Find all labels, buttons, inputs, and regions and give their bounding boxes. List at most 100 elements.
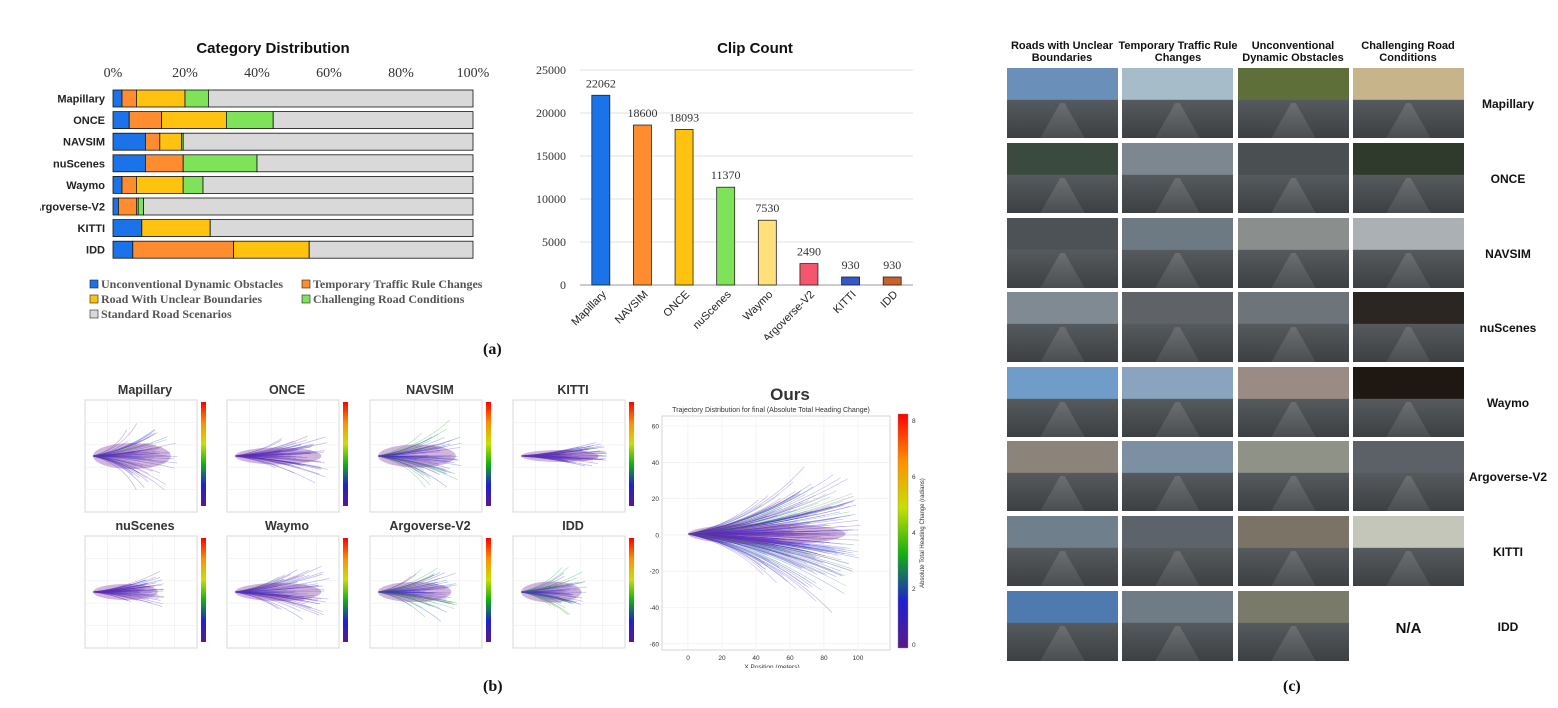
trajectory-line <box>377 455 459 461</box>
trajectory-line <box>92 585 142 593</box>
trajectory-line <box>92 584 147 593</box>
trajectory-line <box>520 447 599 457</box>
road-shape <box>1271 402 1316 437</box>
trajectory-line <box>92 583 164 593</box>
trajectory-line <box>687 533 836 552</box>
trajectory-line <box>520 455 603 461</box>
trajectory-line <box>377 591 443 594</box>
trajectory-line <box>687 533 853 554</box>
road-shape <box>1271 103 1316 138</box>
trajectory-line <box>377 591 433 596</box>
trajectory-line <box>234 591 298 600</box>
trajectory-line <box>687 533 854 572</box>
trajectory-line <box>520 450 566 457</box>
subplot-frame <box>84 399 198 513</box>
trajectory-line <box>687 533 824 564</box>
trajectory-line <box>234 591 289 599</box>
trajectory-line <box>234 591 304 620</box>
trajectory-line <box>687 530 812 535</box>
trajectory-line <box>687 533 838 554</box>
trajectory-line <box>377 455 455 463</box>
trajectory-line <box>520 453 607 457</box>
trajectory-line <box>520 591 570 603</box>
trajectory-line <box>92 591 163 607</box>
clip-bar <box>716 186 736 286</box>
trajectory-line <box>377 455 432 480</box>
trajectory-line <box>234 591 305 605</box>
truck-scene <box>1238 143 1349 213</box>
trajectory-line <box>687 533 804 543</box>
trajectory-line <box>234 573 323 593</box>
trajectory-line <box>687 495 769 535</box>
trajectory-line <box>687 533 818 537</box>
tree-road-scene <box>1007 591 1118 661</box>
trajectory-line <box>687 533 788 582</box>
trajectory-line <box>92 444 156 457</box>
trajectory-line <box>687 504 857 535</box>
x-tick-label: 40% <box>244 66 270 81</box>
trajectory-line <box>520 590 565 593</box>
legend-label: Challenging Road Conditions <box>313 292 465 306</box>
trajectory-line <box>520 567 563 593</box>
trajectory-line <box>687 526 797 535</box>
trajectory-line <box>520 591 577 603</box>
trajectory-line <box>687 533 836 536</box>
trajectory-line <box>92 591 128 598</box>
trajectory-line <box>687 491 801 535</box>
trajectory-line <box>520 591 574 596</box>
trajectory-line <box>234 455 301 466</box>
trajectory-line <box>687 533 831 543</box>
trajectory-line <box>687 533 766 555</box>
trajectory-line <box>234 591 295 593</box>
trajectory-line <box>687 533 814 572</box>
clip-value-label: 11370 <box>711 168 741 182</box>
trajectory-line <box>377 436 432 457</box>
trajectory-line <box>687 533 784 576</box>
trajectory-line <box>520 452 607 457</box>
trajectory-line <box>234 591 327 603</box>
trajectory-line <box>234 591 309 594</box>
trajectory-line <box>234 455 301 468</box>
trajectory-line <box>92 448 153 457</box>
trajectory-line <box>520 585 558 593</box>
trajectory-line <box>377 455 425 476</box>
trajectory-line <box>520 581 579 593</box>
subplot-frame <box>226 399 340 513</box>
trajectory-line <box>687 533 831 553</box>
trajectory-line <box>234 455 301 465</box>
trajectory-line <box>234 575 300 593</box>
trajectory-line <box>234 591 292 602</box>
trajectory-line <box>92 429 155 457</box>
trajectory-line <box>234 578 330 593</box>
trajectory-line <box>377 451 440 457</box>
trajectory-line <box>687 533 766 570</box>
stacked-bar-segment <box>308 240 474 259</box>
trajectory-line <box>377 455 429 459</box>
trajectory-line <box>234 445 307 457</box>
trajectory-line <box>377 591 447 596</box>
trajectory-line <box>687 533 859 541</box>
trajectory-line <box>520 591 574 604</box>
trajectory-line <box>92 585 156 593</box>
trajectory-line <box>520 591 572 604</box>
trajectory-line <box>377 433 438 457</box>
trajectory-line <box>377 443 451 457</box>
trajectory-line <box>520 455 567 461</box>
trajectory-line <box>520 455 580 457</box>
trajectory-line <box>520 586 552 593</box>
trajectory-line <box>520 588 570 593</box>
clip-value-label: 2490 <box>797 245 821 259</box>
trajectory-line <box>234 455 294 466</box>
trajectory-line <box>687 526 791 535</box>
subplot-title: NAVSIM <box>406 383 454 397</box>
trajectory-line <box>92 439 167 457</box>
trajectory-line <box>520 591 572 604</box>
clip-value-label: 930 <box>883 258 901 272</box>
y-tick-label: 20000 <box>536 106 566 120</box>
trajectory-line <box>687 533 823 563</box>
trajectory-line <box>377 455 437 473</box>
trajectory-line <box>377 455 425 471</box>
column-header: Challenging Road Conditions <box>1361 40 1455 64</box>
trajectory-line <box>92 591 160 598</box>
